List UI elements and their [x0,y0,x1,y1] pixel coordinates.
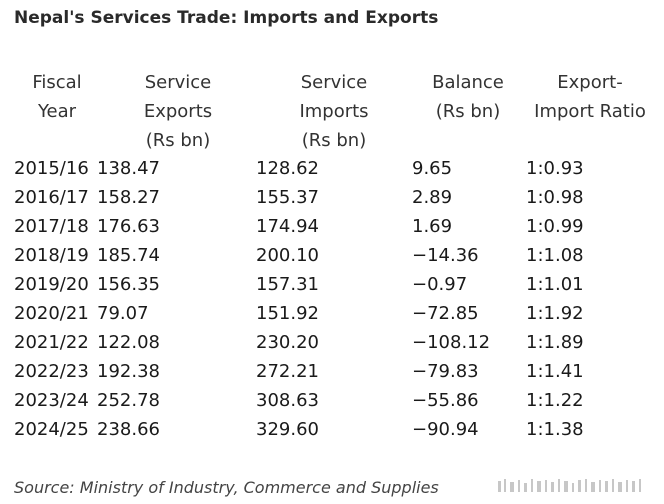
cell-balance: 1.69 [412,216,453,237]
cell-fiscal-year: 2023/24 [14,390,89,411]
table-row: 2021/22 122.08 230.20 −108.12 1:1.89 [0,328,664,357]
cell-balance: 9.65 [412,158,453,179]
cell-ratio: 1:1.01 [526,274,584,295]
page-title: Nepal's Services Trade: Imports and Expo… [14,8,439,28]
header-balance: Balance (Rs bn) [418,68,518,126]
header-line: Imports [299,101,369,122]
cell-ratio: 1:0.98 [526,187,584,208]
cell-imports: 174.94 [256,216,319,237]
cell-exports: 122.08 [97,332,160,353]
cell-fiscal-year: 2020/21 [14,303,89,324]
cell-exports: 158.27 [97,187,160,208]
cell-ratio: 1:0.93 [526,158,584,179]
table-body: 2015/16 138.47 128.62 9.65 1:0.93 2016/1… [0,154,664,444]
header-line: (Rs bn) [145,130,211,151]
cell-balance: −72.85 [412,303,479,324]
cell-exports: 238.66 [97,419,160,440]
cell-fiscal-year: 2016/17 [14,187,89,208]
cell-imports: 308.63 [256,390,319,411]
cell-balance: −0.97 [412,274,468,295]
header-service-exports: Service Exports (Rs bn) [128,68,228,155]
cell-balance: −55.86 [412,390,479,411]
cell-exports: 192.38 [97,361,160,382]
cell-fiscal-year: 2019/20 [14,274,89,295]
source-note: Source: Ministry of Industry, Commerce a… [14,478,439,497]
table-row: 2015/16 138.47 128.62 9.65 1:0.93 [0,154,664,183]
cell-fiscal-year: 2024/25 [14,419,89,440]
cell-ratio: 1:1.08 [526,245,584,266]
header-line: Import Ratio [534,101,646,122]
cell-exports: 185.74 [97,245,160,266]
cell-ratio: 1:1.38 [526,419,584,440]
cell-imports: 230.20 [256,332,319,353]
header-line: Fiscal [32,72,82,93]
cell-imports: 151.92 [256,303,319,324]
table-row: 2020/21 79.07 151.92 −72.85 1:1.92 [0,299,664,328]
header-line: Service [144,72,212,93]
cell-ratio: 1:1.22 [526,390,584,411]
table-row: 2018/19 185.74 200.10 −14.36 1:1.08 [0,241,664,270]
header-service-imports: Service Imports (Rs bn) [284,68,384,155]
cell-imports: 157.31 [256,274,319,295]
cell-imports: 128.62 [256,158,319,179]
table-row: 2024/25 238.66 329.60 −90.94 1:1.38 [0,415,664,444]
header-line: (Rs bn) [435,101,501,122]
cell-fiscal-year: 2018/19 [14,245,89,266]
table-row: 2019/20 156.35 157.31 −0.97 1:1.01 [0,270,664,299]
cell-imports: 329.60 [256,419,319,440]
cell-balance: −90.94 [412,419,479,440]
cell-balance: −108.12 [412,332,491,353]
header-line: Year [37,101,77,122]
table-row: 2017/18 176.63 174.94 1.69 1:0.99 [0,212,664,241]
table-row: 2022/23 192.38 272.21 −79.83 1:1.41 [0,357,664,386]
cell-fiscal-year: 2015/16 [14,158,89,179]
cell-ratio: 1:0.99 [526,216,584,237]
header-fiscal-year: Fiscal Year [22,68,92,126]
cell-imports: 200.10 [256,245,319,266]
watermark-icon [498,479,641,492]
cell-balance: −14.36 [412,245,479,266]
cell-exports: 79.07 [97,303,149,324]
cell-ratio: 1:1.41 [526,361,584,382]
header-line: Service [300,72,368,93]
cell-ratio: 1:1.92 [526,303,584,324]
cell-exports: 156.35 [97,274,160,295]
header-line: (Rs bn) [301,130,367,151]
cell-ratio: 1:1.89 [526,332,584,353]
table-row: 2023/24 252.78 308.63 −55.86 1:1.22 [0,386,664,415]
header-line: Exports [143,101,213,122]
cell-fiscal-year: 2022/23 [14,361,89,382]
cell-exports: 138.47 [97,158,160,179]
cell-imports: 272.21 [256,361,319,382]
cell-balance: 2.89 [412,187,453,208]
table-row: 2016/17 158.27 155.37 2.89 1:0.98 [0,183,664,212]
cell-imports: 155.37 [256,187,319,208]
header-line: Export- [557,72,623,93]
cell-exports: 176.63 [97,216,160,237]
header-line: Balance [432,72,504,93]
cell-exports: 252.78 [97,390,160,411]
cell-fiscal-year: 2017/18 [14,216,89,237]
header-export-import-ratio: Export- Import Ratio [520,68,660,126]
cell-balance: −79.83 [412,361,479,382]
cell-fiscal-year: 2021/22 [14,332,89,353]
